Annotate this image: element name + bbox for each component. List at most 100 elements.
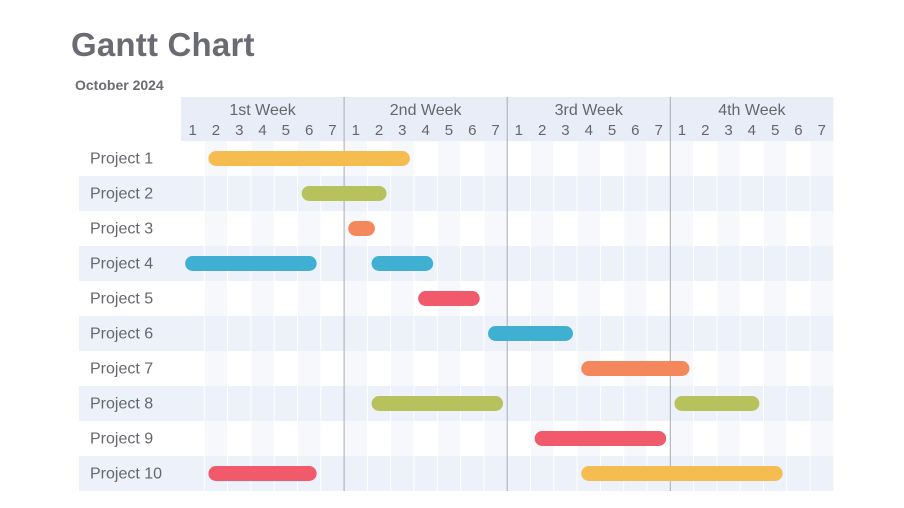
task-label: Project 5	[90, 291, 153, 308]
day-label: 1	[352, 122, 360, 139]
day-label: 3	[398, 122, 406, 139]
grid-cell	[437, 351, 461, 386]
day-label: 2	[701, 122, 709, 139]
grid-cell	[250, 211, 275, 246]
task-label: Project 10	[90, 466, 162, 483]
grid-cell	[670, 281, 694, 316]
grid-cell	[577, 211, 601, 246]
day-label: 3	[235, 122, 243, 139]
grid-cell	[763, 421, 787, 456]
grid-cell	[297, 281, 321, 316]
row-band	[79, 176, 834, 211]
grid-cell	[716, 141, 741, 176]
grid-cell	[437, 421, 461, 456]
grid-cell	[250, 421, 275, 456]
day-label: 2	[375, 122, 383, 139]
task-label: Project 1	[90, 151, 153, 168]
week-label: 3rd Week	[555, 102, 624, 119]
grid-cell	[297, 421, 321, 456]
grid-cell	[483, 141, 508, 176]
grid-cell	[530, 211, 554, 246]
page-title: Gantt Chart	[71, 26, 255, 63]
grid-cell	[577, 141, 601, 176]
grid-cell	[344, 351, 368, 386]
grid-cell	[670, 211, 694, 246]
day-label: 2	[212, 122, 220, 139]
grid-cell	[437, 141, 461, 176]
grid-cell	[483, 351, 508, 386]
task-label: Project 6	[90, 326, 153, 343]
day-label: 7	[818, 122, 826, 139]
grid-cell	[390, 211, 414, 246]
day-label: 4	[585, 122, 593, 139]
day-label: 5	[282, 122, 290, 139]
grid-cell	[763, 351, 787, 386]
day-label: 1	[678, 122, 686, 139]
day-label: 7	[491, 122, 499, 139]
day-label: 6	[794, 122, 802, 139]
grid-cell	[437, 211, 461, 246]
day-label: 7	[328, 122, 336, 139]
grid-cell	[390, 421, 414, 456]
day-label: 4	[421, 122, 429, 139]
grid-cell	[250, 351, 275, 386]
grid-cell	[204, 421, 228, 456]
grid-cell	[390, 281, 414, 316]
week-label: 1st Week	[229, 102, 296, 119]
day-label: 3	[561, 122, 569, 139]
grid-cell	[530, 141, 554, 176]
day-label: 1	[188, 122, 196, 139]
day-label: 7	[654, 122, 662, 139]
grid-cell	[530, 281, 554, 316]
day-label: 4	[258, 122, 266, 139]
grid-cell	[250, 281, 275, 316]
grid-cell	[670, 421, 694, 456]
task-label: Project 4	[90, 256, 153, 273]
grid-cell	[297, 211, 321, 246]
task-label: Project 2	[90, 186, 153, 203]
grid-cell	[716, 421, 741, 456]
task-label: Project 3	[90, 221, 153, 238]
grid-cell	[623, 281, 647, 316]
row-band	[79, 316, 834, 351]
day-label: 5	[445, 122, 453, 139]
day-label: 6	[631, 122, 639, 139]
day-label: 4	[748, 122, 756, 139]
grid-cell	[483, 281, 508, 316]
grid-cell	[623, 211, 647, 246]
day-label: 6	[468, 122, 476, 139]
grid-cell	[344, 281, 368, 316]
grid-cell	[483, 211, 508, 246]
week-label: 2nd Week	[390, 102, 463, 119]
grid-cell	[763, 141, 787, 176]
grid-cell	[810, 281, 834, 316]
grid-cell	[204, 351, 228, 386]
grid-cell	[716, 351, 741, 386]
grid-cell	[204, 211, 228, 246]
grid-cell	[344, 421, 368, 456]
grid-cell	[810, 421, 834, 456]
grid-cell	[810, 141, 834, 176]
day-label: 2	[538, 122, 546, 139]
grid-cell	[297, 351, 321, 386]
grid-cell	[763, 281, 787, 316]
day-label: 1	[515, 122, 523, 139]
grid-cell	[763, 211, 787, 246]
grid-cell	[623, 141, 647, 176]
grid-cell	[530, 351, 554, 386]
grid-cell	[810, 351, 834, 386]
grid-cell	[716, 281, 741, 316]
week-label: 4th Week	[718, 102, 786, 119]
task-label: Project 9	[90, 431, 153, 448]
grid-cell	[483, 421, 508, 456]
day-label: 6	[305, 122, 313, 139]
grid-cell	[670, 141, 694, 176]
day-label: 5	[608, 122, 616, 139]
page-subtitle: October 2024	[75, 77, 164, 93]
day-label: 5	[771, 122, 779, 139]
grid-cell	[204, 281, 228, 316]
grid-cell	[577, 281, 601, 316]
task-label: Project 7	[90, 361, 153, 378]
grid-cell	[810, 211, 834, 246]
